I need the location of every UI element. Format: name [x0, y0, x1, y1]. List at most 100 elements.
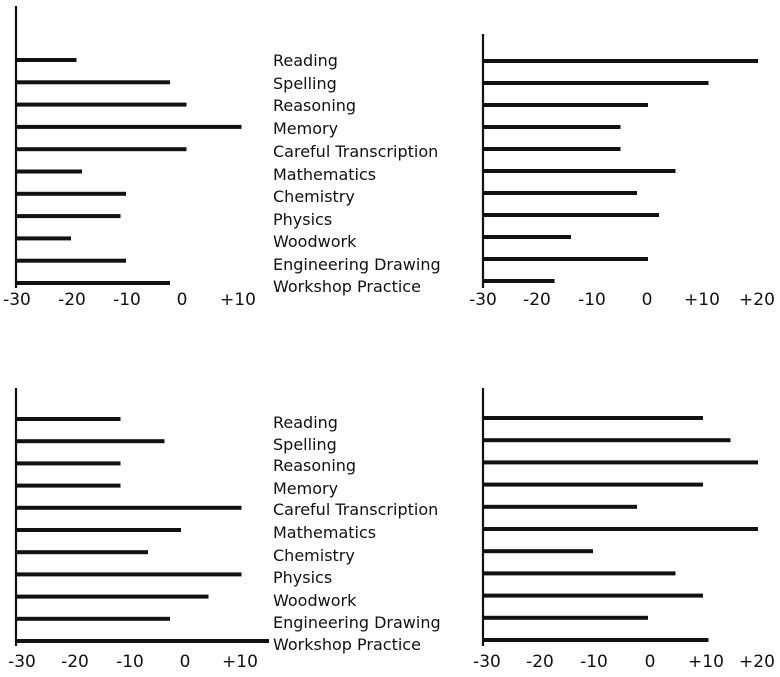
subject-label: Engineering Drawing	[273, 613, 441, 632]
bar-spelling	[483, 438, 731, 443]
bar-mathematics	[483, 527, 758, 531]
bar-reading	[16, 58, 77, 62]
subject-label: Workshop Practice	[273, 635, 421, 654]
panel-bottom-right: -30 -20 -10 0 +10 +20	[473, 388, 775, 672]
tick-label: -20	[61, 652, 89, 672]
bar-woodwork	[483, 235, 571, 239]
subject-label: Chemistry	[273, 546, 355, 565]
bar-engineering-drawing	[483, 615, 648, 620]
bar-group	[16, 58, 242, 285]
subject-label: Physics	[273, 210, 332, 229]
subject-label: Memory	[273, 479, 338, 498]
subject-labels-top: Reading Spelling Reasoning Memory Carefu…	[273, 51, 441, 296]
tick-label: -10	[113, 290, 141, 310]
subject-labels-bottom: Reading Spelling Reasoning Memory Carefu…	[273, 413, 441, 654]
bar-reasoning	[483, 103, 648, 107]
bar-spelling	[16, 80, 170, 85]
subject-label: Engineering Drawing	[273, 255, 441, 274]
bar-physics	[483, 213, 659, 217]
tick-label: -30	[473, 652, 501, 672]
bar-reading	[483, 416, 703, 420]
tick-label: +10	[688, 652, 724, 672]
bar-workshop-practice	[483, 638, 709, 642]
bar-memory	[16, 483, 121, 488]
bar-careful-transcription	[483, 504, 637, 509]
bar-woodwork	[16, 594, 209, 599]
tick-label: +10	[222, 652, 258, 672]
tick-label: -10	[116, 652, 144, 672]
tick-label: -20	[58, 290, 86, 310]
bar-group	[483, 59, 758, 283]
subject-label: Spelling	[273, 74, 337, 93]
subject-label: Mathematics	[273, 523, 376, 542]
bar-careful-transcription	[16, 505, 242, 510]
tick-labels: -30 -20 -10 0 +10	[8, 652, 258, 672]
tick-label: -10	[580, 652, 608, 672]
tick-labels: -30 -20 -10 0 +10 +20	[473, 652, 775, 672]
tick-label: -20	[523, 290, 551, 310]
tick-label: -30	[8, 652, 36, 672]
subject-label: Woodwork	[273, 232, 357, 251]
bar-physics	[483, 571, 676, 576]
subject-label: Reasoning	[273, 456, 356, 475]
panel-top-right: -30 -20 -10 0 +10 +20	[469, 34, 775, 310]
bar-careful-transcription	[483, 147, 621, 151]
tick-label: +20	[739, 652, 775, 672]
bar-mathematics	[16, 169, 82, 174]
tick-label: +10	[220, 290, 256, 310]
bar-spelling	[483, 81, 709, 85]
tick-label: 0	[645, 652, 656, 672]
bar-woodwork	[16, 236, 71, 241]
subject-label: Memory	[273, 119, 338, 138]
bar-physics	[16, 572, 242, 577]
tick-label: 0	[177, 290, 188, 310]
tick-label: -30	[3, 290, 31, 310]
bar-memory	[16, 124, 242, 129]
tick-labels: -30 -20 -10 0 +10	[3, 290, 256, 310]
bar-reading	[483, 59, 758, 63]
bar-reasoning	[16, 461, 121, 466]
subject-label: Physics	[273, 568, 332, 587]
subject-label: Careful Transcription	[273, 500, 438, 519]
bar-mathematics	[483, 169, 676, 173]
bar-woodwork	[483, 593, 703, 598]
tick-label: +20	[739, 290, 775, 310]
subject-label: Woodwork	[273, 591, 357, 610]
subject-label: Reading	[273, 413, 338, 432]
bar-chemistry	[16, 550, 148, 555]
panel-bottom-left: -30 -20 -10 0 +10	[8, 388, 269, 672]
tick-label: -20	[526, 652, 554, 672]
bar-engineering-drawing	[16, 616, 170, 621]
bar-spelling	[16, 439, 165, 444]
bar-memory	[483, 125, 621, 129]
bar-chemistry	[483, 549, 593, 554]
tick-label: -30	[469, 290, 497, 310]
panel-top-left: -30 -20 -10 0 +10	[3, 6, 256, 310]
tick-labels: -30 -20 -10 0 +10 +20	[469, 290, 775, 310]
bar-engineering-drawing	[483, 257, 648, 261]
tick-label: 0	[180, 652, 191, 672]
tick-label: -10	[578, 290, 606, 310]
bar-workshop-practice	[16, 639, 269, 643]
bar-reasoning	[483, 460, 758, 465]
tick-label: 0	[642, 290, 653, 310]
bar-engineering-drawing	[16, 258, 126, 263]
bar-workshop-practice	[483, 279, 555, 283]
subject-label: Chemistry	[273, 187, 355, 206]
subject-label: Mathematics	[273, 165, 376, 184]
bar-mathematics	[16, 528, 181, 532]
bar-group	[16, 417, 269, 643]
subject-label: Workshop Practice	[273, 277, 421, 296]
bar-group	[483, 416, 758, 642]
bar-careful-transcription	[16, 147, 187, 152]
bar-physics	[16, 214, 121, 219]
bar-workshop-practice	[16, 281, 170, 285]
bar-chemistry	[483, 191, 637, 195]
bar-reasoning	[16, 102, 187, 107]
bar-reading	[16, 417, 121, 421]
tick-label: +10	[684, 290, 720, 310]
subject-label: Reasoning	[273, 96, 356, 115]
subject-label: Spelling	[273, 435, 337, 454]
subject-label: Careful Transcription	[273, 142, 438, 161]
